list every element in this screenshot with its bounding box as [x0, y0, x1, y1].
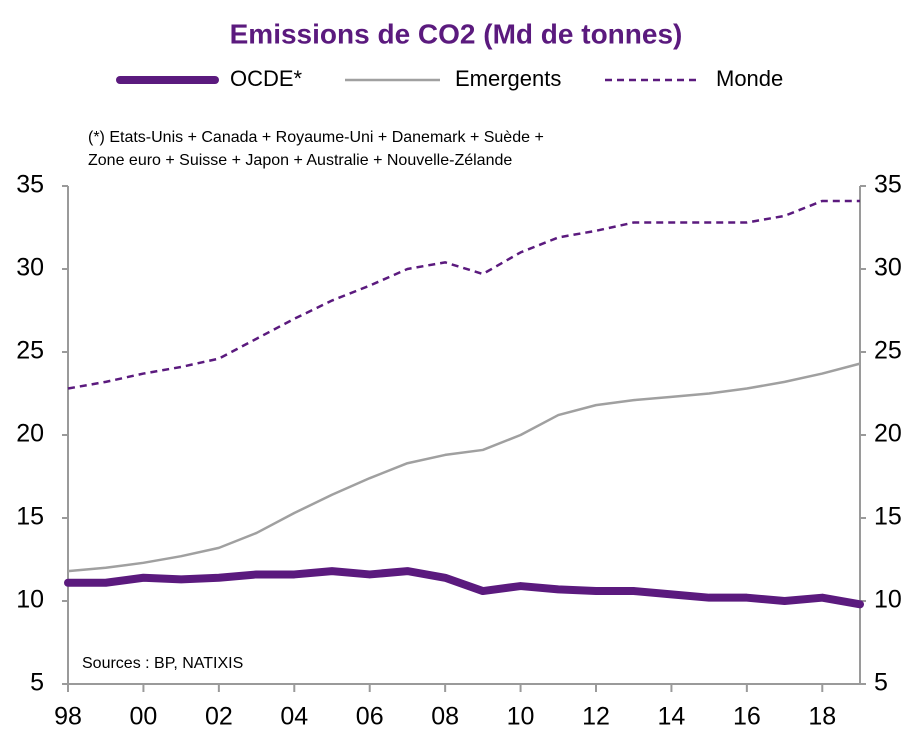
y2-tick-label: 10	[874, 586, 902, 614]
x-tick-label: 12	[582, 703, 610, 731]
y2-tick-label: 25	[874, 337, 902, 365]
legend-label: Emergents	[455, 66, 561, 91]
x-tick-label: 16	[733, 703, 761, 731]
y-tick-label: 20	[16, 420, 44, 448]
note: Zone euro + Suisse + Japon + Australie +…	[88, 152, 512, 169]
x-tick-label: 14	[658, 703, 686, 731]
series-line	[64, 567, 864, 609]
x-tick-label: 00	[130, 703, 158, 731]
y2-tick-label: 5	[874, 669, 888, 697]
legend-label: OCDE*	[230, 66, 303, 91]
series-line	[67, 362, 861, 573]
series-line	[67, 199, 860, 390]
y2-tick-label: 15	[874, 503, 902, 531]
x-tick-label: 10	[507, 703, 535, 731]
legend-label: Monde	[716, 66, 783, 91]
x-tick-label: 04	[280, 703, 308, 731]
y-tick-label: 10	[16, 586, 44, 614]
y2-tick-label: 35	[874, 171, 902, 199]
note: (*) Etats-Unis + Canada + Royaume-Uni + …	[88, 129, 544, 146]
x-tick-label: 98	[54, 703, 82, 731]
y2-tick-label: 30	[874, 254, 902, 282]
y-tick-label: 35	[16, 171, 44, 199]
y-tick-label: 30	[16, 254, 44, 282]
x-tick-label: 06	[356, 703, 384, 731]
chart-title: Emissions de CO2 (Md de tonnes)	[230, 18, 683, 49]
y-tick-label: 5	[30, 669, 44, 697]
x-tick-label: 18	[808, 703, 836, 731]
x-tick-label: 08	[431, 703, 459, 731]
y-tick-label: 25	[16, 337, 44, 365]
y-tick-label: 15	[16, 503, 44, 531]
source: Sources : BP, NATIXIS	[82, 655, 243, 672]
x-tick-label: 02	[205, 703, 233, 731]
y2-tick-label: 20	[874, 420, 902, 448]
